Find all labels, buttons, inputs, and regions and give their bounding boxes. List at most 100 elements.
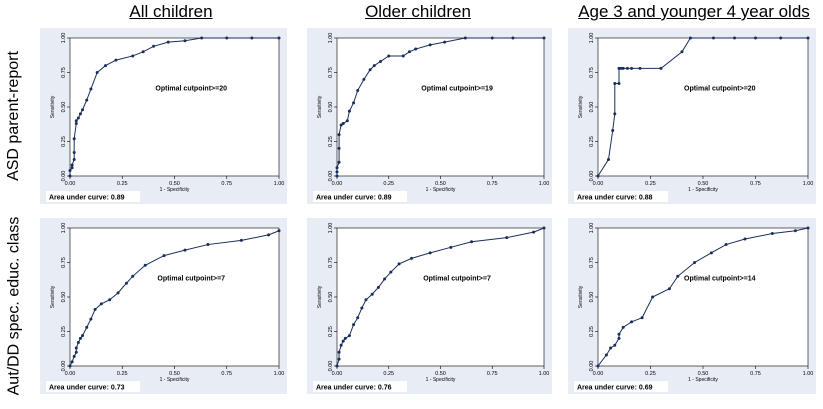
roc-point (343, 336, 347, 340)
y-axis-label: Sensitivity (50, 95, 56, 118)
column-title-younger-children: Age 3 and younger 4 year olds (578, 2, 810, 21)
y-tick-label: 0.00 (61, 171, 67, 182)
roc-point (733, 36, 736, 40)
auc-box (46, 381, 140, 392)
roc-point (277, 229, 281, 233)
roc-point (712, 36, 715, 40)
x-axis-label: 1 - Specificity (160, 187, 190, 193)
roc-point (335, 174, 339, 178)
roc-point (356, 88, 360, 92)
roc-point (619, 66, 623, 70)
roc-point (617, 66, 621, 70)
x-tick-label: 0.75 (487, 181, 498, 187)
roc-point (630, 66, 634, 70)
roc-point (463, 36, 467, 40)
roc-point (770, 232, 774, 236)
x-tick-label: 0.75 (487, 371, 498, 377)
roc-point (85, 325, 89, 329)
roc-point (676, 274, 680, 278)
roc-panel-all-children-autdd: 0.00 0.25 0.50 0.75 1.00 0.00 0.25 0.50 0.75 1.00… (40, 218, 287, 394)
roc-point (70, 360, 74, 364)
roc-point (360, 306, 364, 310)
roc-panel-older-children-autdd: 0.00 0.25 0.50 0.75 1.00 0.00 0.25 0.50 0.75 1.00… (307, 218, 552, 394)
optimal-cutpoint-label: Optimal cutpoint>=20 (155, 85, 227, 92)
y-axis-label: Sensitivity (50, 285, 56, 308)
y-axis-label: Sensitivity (578, 95, 584, 118)
roc-point (688, 36, 692, 40)
plot-area (597, 227, 809, 367)
plot-area (597, 37, 809, 177)
roc-point (364, 298, 368, 302)
y-tick-label: 1.00 (589, 33, 595, 44)
roc-point (617, 336, 621, 340)
roc-point (68, 168, 72, 172)
roc-point (401, 54, 405, 58)
roc-point (99, 302, 103, 306)
roc-point (347, 109, 351, 113)
roc-point (141, 50, 145, 54)
roc-point (72, 157, 76, 161)
roc-point (277, 36, 281, 40)
y-tick-label: 0.00 (328, 171, 334, 182)
roc-panel-younger-children-autdd: 0.00 0.25 0.50 0.75 1.00 0.00 0.25 0.50 0.75 1.00… (568, 218, 816, 394)
roc-point (613, 112, 617, 116)
roc-point (206, 243, 210, 247)
y-tick-label: 0.00 (589, 361, 595, 372)
roc-point (337, 146, 341, 150)
roc-point (806, 226, 810, 230)
roc-point (640, 316, 644, 320)
roc-chart-svg: 0.00 0.25 0.50 0.75 1.00 0.00 0.25 0.50 0.75 1.00… (574, 223, 814, 392)
roc-point (95, 71, 99, 74)
row-title-aut-dd-class: Aut/DD spec. educ. class (4, 216, 22, 396)
plot-area (69, 227, 280, 367)
y-tick-label: 0.25 (589, 136, 595, 147)
roc-point (611, 128, 615, 132)
roc-point (166, 40, 170, 44)
x-tick-label: 0.00 (332, 181, 343, 187)
roc-point (630, 320, 634, 324)
auc-box (46, 191, 140, 202)
roc-point (693, 261, 697, 264)
y-tick-label: 0.50 (328, 292, 334, 303)
y-tick-label: 0.25 (328, 326, 334, 337)
x-tick-label: 0.50 (698, 371, 709, 377)
x-tick-label: 0.75 (750, 371, 761, 377)
roc-point (542, 36, 546, 40)
roc-point (337, 357, 341, 361)
x-axis-label: 1 - Specificity (688, 187, 718, 193)
x-tick-label: 1.00 (803, 371, 814, 377)
optimal-cutpoint-label: Optimal cutpoint>=7 (423, 275, 491, 282)
roc-point (651, 295, 655, 299)
y-tick-label: 0.00 (61, 361, 67, 372)
roc-point (200, 36, 204, 40)
roc-point (124, 281, 128, 285)
x-tick-label: 0.00 (65, 181, 76, 187)
y-tick-label: 0.00 (589, 171, 595, 182)
roc-point (356, 316, 360, 320)
roc-point (414, 47, 418, 51)
roc-point (370, 292, 374, 296)
roc-point (74, 122, 78, 126)
roc-point (78, 112, 82, 116)
roc-point (387, 54, 391, 58)
y-tick-label: 0.75 (61, 67, 67, 78)
roc-point (621, 66, 625, 70)
x-tick-label: 0.25 (383, 181, 394, 187)
auc-label: Area under curve: 0.73 (49, 385, 125, 392)
roc-point (183, 248, 187, 252)
roc-point (85, 98, 89, 102)
y-tick-label: 0.25 (328, 136, 334, 147)
roc-point (116, 291, 120, 295)
y-tick-label: 1.00 (328, 223, 334, 234)
roc-point (724, 243, 728, 247)
y-tick-label: 0.75 (328, 67, 334, 78)
y-tick-label: 0.75 (328, 257, 334, 268)
x-tick-label: 0.75 (221, 371, 232, 377)
x-tick-label: 1.00 (539, 371, 550, 377)
roc-point (337, 350, 341, 354)
optimal-cutpoint-label: Optimal cutpoint>=19 (421, 85, 493, 92)
optimal-cutpoint-label: Optimal cutpoint>=20 (684, 85, 756, 92)
roc-point (428, 251, 432, 255)
roc-point (532, 230, 536, 234)
roc-point (613, 82, 617, 86)
